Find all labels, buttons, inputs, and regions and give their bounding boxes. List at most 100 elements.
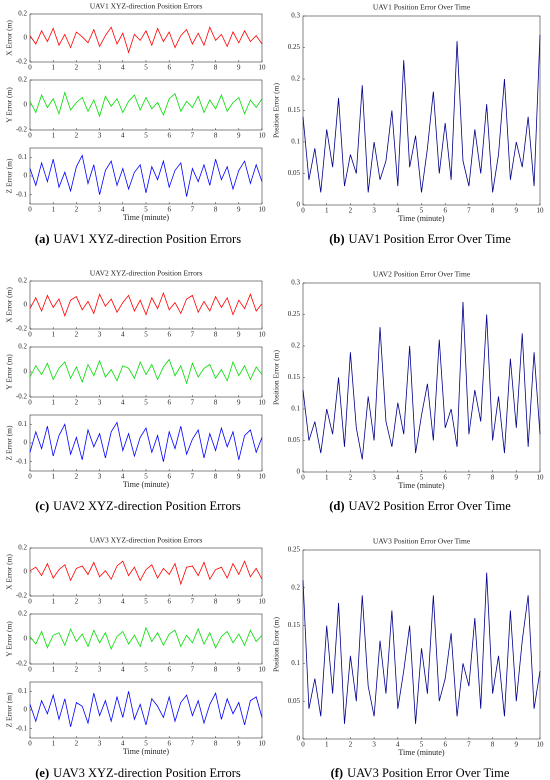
data-line bbox=[29, 358, 263, 385]
x-tick-label: 4 bbox=[121, 740, 125, 748]
x-tick-label: 5 bbox=[144, 399, 148, 407]
x-tick-label: 2 bbox=[75, 64, 79, 72]
y-tick-label: 0 bbox=[24, 368, 28, 376]
y-axis-label: X Error (m) bbox=[5, 20, 14, 56]
x-tick-label: 8 bbox=[214, 331, 218, 339]
x-tick-label: 3 bbox=[98, 399, 102, 407]
caption: (a) UAV1 XYZ-direction Position Errors bbox=[35, 232, 241, 246]
x-tick-label: 0 bbox=[28, 740, 32, 748]
caption: (f) UAV3 Position Error Over Time bbox=[331, 766, 510, 780]
y-tick-label: 0.05 bbox=[288, 697, 301, 705]
y-tick-label: 0.2 bbox=[18, 343, 27, 351]
x-tick-label: 4 bbox=[396, 207, 400, 215]
x-tick-label: 6 bbox=[167, 473, 171, 481]
y-tick-label: 0.1 bbox=[291, 138, 300, 146]
caption-text: UAV1 XYZ-direction Position Errors bbox=[53, 232, 241, 246]
x-axis-label: Time (minute) bbox=[123, 747, 169, 756]
x-tick-label: 7 bbox=[191, 132, 195, 140]
x-tick-label: 10 bbox=[259, 666, 267, 674]
x-tick-label: 0 bbox=[28, 473, 32, 481]
x-tick-label: 0 bbox=[28, 399, 32, 407]
data-line bbox=[29, 560, 263, 586]
chart-title: UAV1 XYZ-direction Position Errors bbox=[90, 2, 203, 11]
y-axis-label: Position Error (m) bbox=[272, 617, 281, 672]
x-tick-label: 0 bbox=[301, 207, 305, 215]
y-tick-label: 0 bbox=[24, 706, 28, 714]
data-line bbox=[29, 291, 263, 317]
x-tick-label: 6 bbox=[167, 132, 171, 140]
y-axis-label: Y Error (m) bbox=[5, 87, 14, 123]
x-tick-label: 9 bbox=[237, 64, 241, 72]
x-tick-label: 4 bbox=[121, 64, 125, 72]
caption-text: UAV2 XYZ-direction Position Errors bbox=[53, 499, 241, 513]
y-tick-label: -0.1 bbox=[16, 190, 28, 198]
y-tick-label: 0.1 bbox=[18, 687, 27, 695]
caption-label: (b) bbox=[329, 232, 344, 246]
x-tick-label: 9 bbox=[237, 598, 241, 606]
x-tick-label: 10 bbox=[259, 132, 267, 140]
x-tick-label: 2 bbox=[349, 474, 353, 482]
x-tick-label: 6 bbox=[167, 206, 171, 214]
x-tick-label: 6 bbox=[167, 64, 171, 72]
y-tick-label: 0.2 bbox=[18, 10, 27, 18]
y-tick-label: 0.3 bbox=[291, 12, 300, 20]
y-tick-label: 0.25 bbox=[288, 310, 301, 318]
x-tick-label: 1 bbox=[51, 64, 55, 72]
plot-area bbox=[29, 280, 263, 330]
x-tick-label: 7 bbox=[467, 207, 471, 215]
x-tick-label: 3 bbox=[98, 206, 102, 214]
x-tick-label: 4 bbox=[121, 598, 125, 606]
x-tick-label: 0 bbox=[301, 741, 305, 749]
x-tick-label: 10 bbox=[259, 598, 267, 606]
y-tick-label: 0 bbox=[297, 201, 301, 209]
plot-area bbox=[29, 681, 263, 739]
x-tick-label: 2 bbox=[75, 598, 79, 606]
x-tick-label: 9 bbox=[515, 474, 519, 482]
x-axis-label: Time (minute) bbox=[398, 214, 444, 223]
chart-title: UAV2 Position Error Over Time bbox=[373, 270, 471, 279]
x-tick-label: 10 bbox=[537, 741, 545, 749]
y-tick-label: 0.25 bbox=[288, 43, 301, 51]
caption-label: (a) bbox=[35, 232, 50, 246]
plot-area bbox=[29, 147, 263, 205]
y-tick-label: -0.2 bbox=[16, 58, 28, 66]
y-tick-label: -0.1 bbox=[16, 457, 28, 465]
chart-title: UAV3 XYZ-direction Position Errors bbox=[90, 536, 203, 545]
y-tick-label: -0.2 bbox=[16, 393, 28, 401]
x-tick-label: 10 bbox=[259, 331, 267, 339]
x-tick-label: 6 bbox=[167, 666, 171, 674]
x-tick-label: 3 bbox=[98, 666, 102, 674]
x-tick-label: 4 bbox=[396, 474, 400, 482]
x-tick-label: 8 bbox=[491, 207, 495, 215]
x-tick-label: 10 bbox=[259, 206, 267, 214]
x-tick-label: 7 bbox=[191, 740, 195, 748]
x-tick-label: 0 bbox=[28, 206, 32, 214]
chart-title: UAV1 Position Error Over Time bbox=[373, 3, 471, 12]
x-tick-label: 7 bbox=[191, 64, 195, 72]
x-tick-label: 4 bbox=[121, 206, 125, 214]
y-tick-label: 0.1 bbox=[291, 659, 300, 667]
x-axis-label: Time (minute) bbox=[398, 481, 444, 490]
data-line bbox=[29, 91, 263, 118]
x-tick-label: 2 bbox=[75, 206, 79, 214]
x-tick-label: 8 bbox=[214, 64, 218, 72]
x-axis-label: Time (minute) bbox=[123, 213, 169, 222]
x-tick-label: 1 bbox=[51, 598, 55, 606]
y-tick-label: 0.2 bbox=[291, 75, 300, 83]
x-tick-label: 5 bbox=[144, 666, 148, 674]
x-tick-label: 3 bbox=[98, 473, 102, 481]
x-tick-label: 5 bbox=[144, 598, 148, 606]
x-tick-label: 3 bbox=[372, 741, 376, 749]
x-tick-label: 7 bbox=[191, 473, 195, 481]
y-axis-label: Z Error (m) bbox=[5, 158, 14, 193]
x-tick-label: 10 bbox=[537, 474, 545, 482]
x-tick-label: 6 bbox=[167, 598, 171, 606]
chart-title: UAV3 Position Error Over Time bbox=[373, 537, 471, 546]
y-tick-label: 0 bbox=[24, 34, 28, 42]
x-tick-label: 9 bbox=[237, 132, 241, 140]
plot-area bbox=[29, 613, 263, 665]
x-tick-label: 5 bbox=[144, 132, 148, 140]
x-tick-label: 9 bbox=[237, 331, 241, 339]
x-tick-label: 8 bbox=[491, 741, 495, 749]
